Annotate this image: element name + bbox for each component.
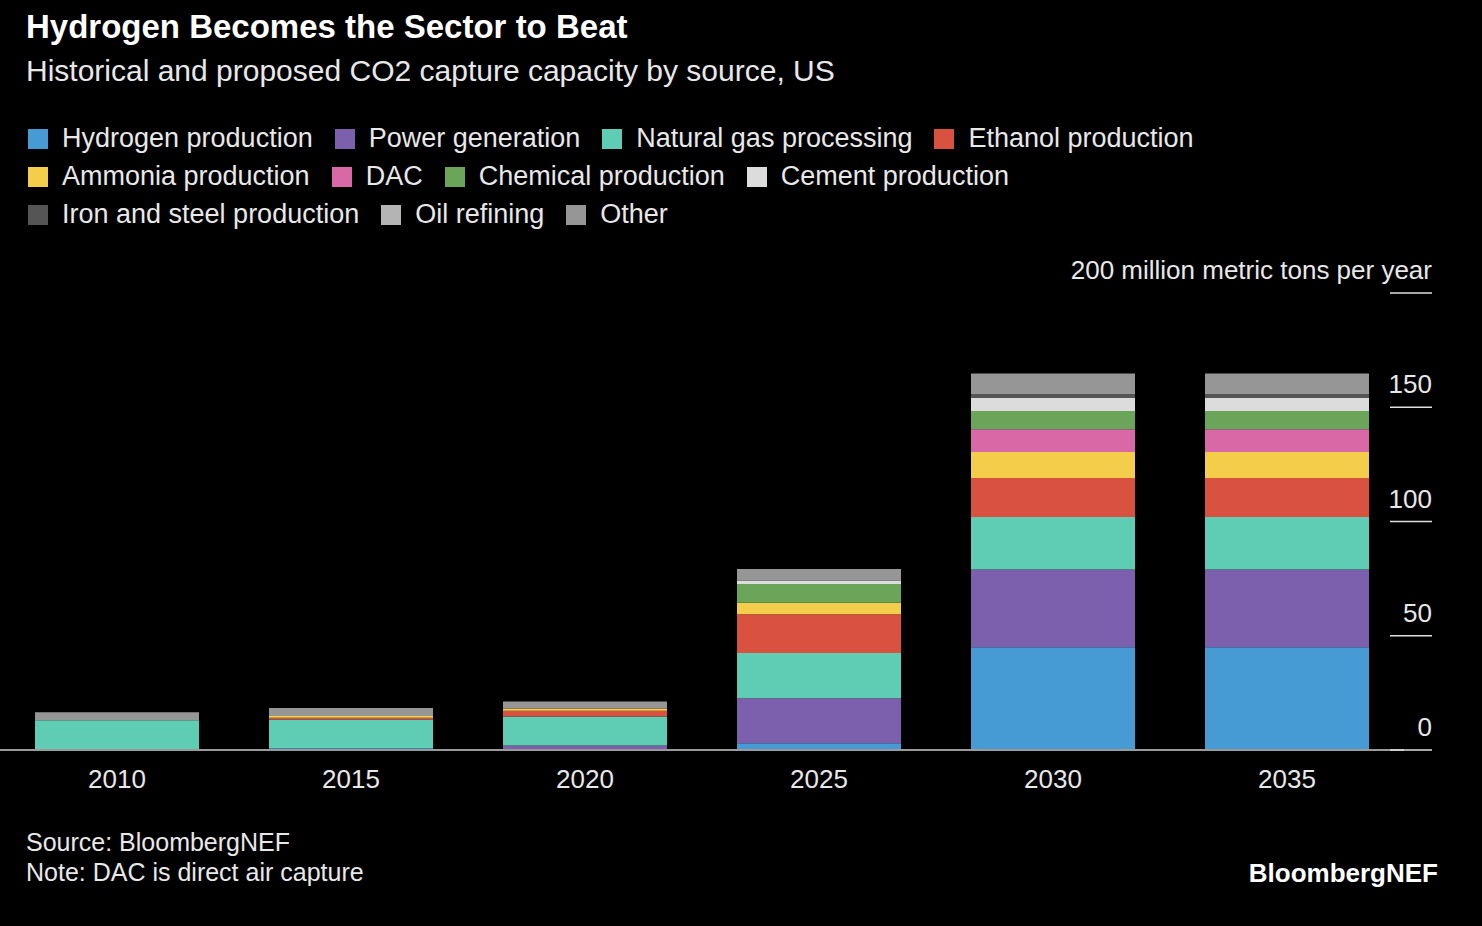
html-text:Hydrogen production: Hydrogen production (62, 123, 313, 153)
svg-text:150: 150 (1389, 369, 1432, 399)
html-text:Source: BloombergNEF: Source: BloombergNEF (26, 828, 290, 856)
html-text:Chemical production: Chemical production (478, 161, 725, 191)
html-text:Other: Other (600, 199, 668, 229)
html-text:Natural gas processing: Natural gas processing (636, 123, 913, 153)
svg-text:2025: 2025 (790, 764, 848, 794)
html-text:Power generation: Power generation (368, 123, 581, 153)
svg-text:2030: 2030 (1024, 764, 1082, 794)
html-text:Iron and steel production: Iron and steel production (62, 199, 360, 229)
svg-text:2020: 2020 (556, 764, 614, 794)
html-text:Oil refining: Oil refining (415, 199, 545, 229)
html-text:DAC: DAC (365, 161, 423, 191)
html-text:Hydrogen Becomes the Sector to: Hydrogen Becomes the Sector to Beat (26, 8, 628, 45)
html-text:Ethanol production: Ethanol production (968, 123, 1194, 153)
svg-text:200 million metric tons per ye: 200 million metric tons per year (1071, 255, 1433, 285)
html-text:Historical and proposed CO2 ca: Historical and proposed CO2 capture capa… (26, 54, 835, 87)
html-text:Note: DAC is direct air captur: Note: DAC is direct air capture (26, 858, 364, 886)
svg-text:2015: 2015 (322, 764, 380, 794)
html-text:Ammonia production: Ammonia production (62, 161, 310, 191)
svg-text:50: 50 (1403, 598, 1432, 628)
svg-text:0: 0 (1418, 712, 1432, 742)
html-text:Cement production: Cement production (780, 161, 1009, 191)
svg-text:2010: 2010 (88, 764, 146, 794)
svg-text:100: 100 (1389, 484, 1432, 514)
html-text:BloombergNEF: BloombergNEF (1248, 858, 1438, 888)
svg-text:2035: 2035 (1258, 764, 1316, 794)
